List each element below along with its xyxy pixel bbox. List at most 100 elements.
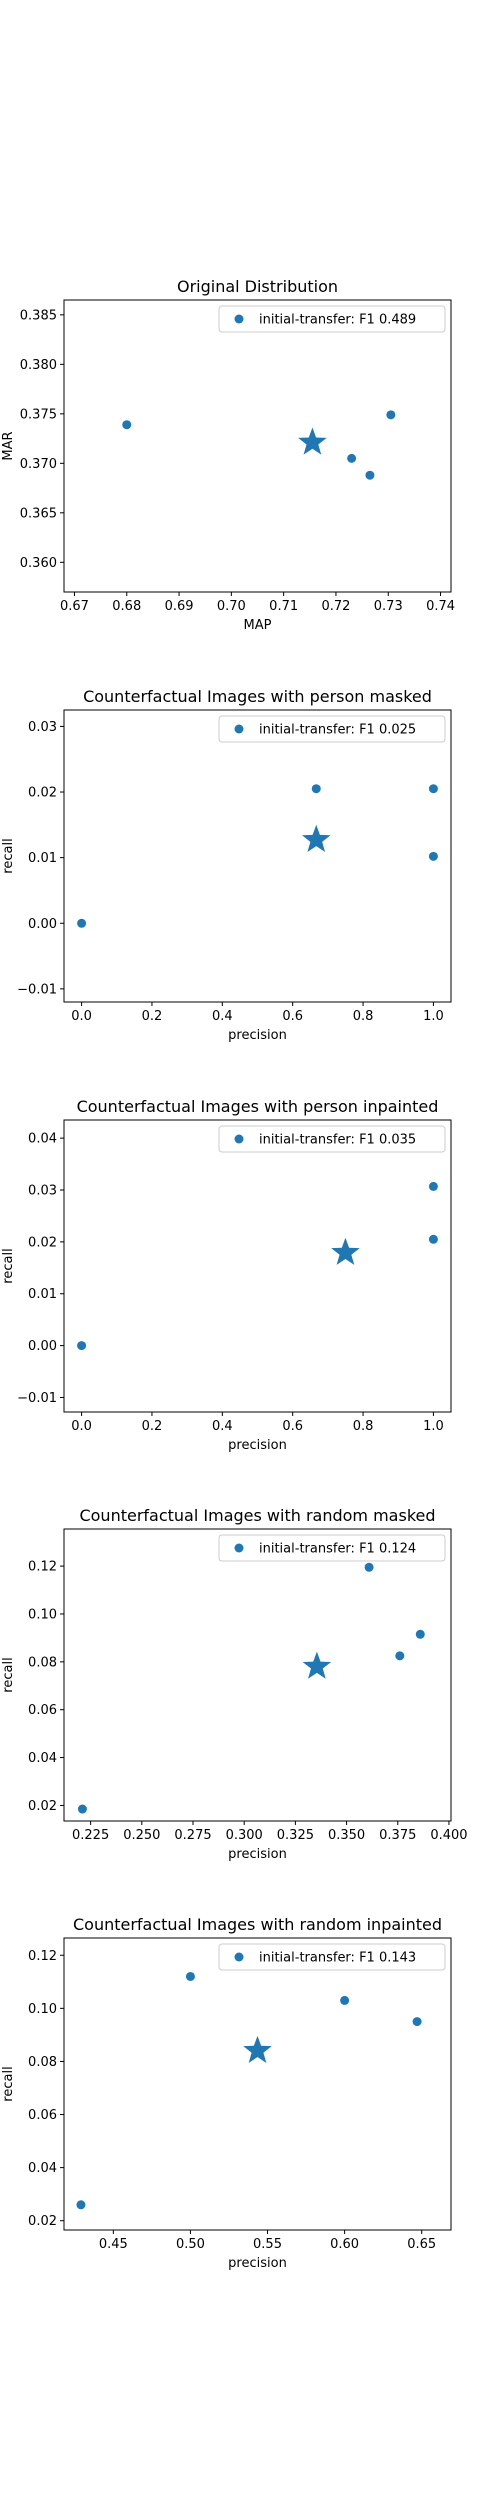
x-tick-label: 0.250 (123, 1828, 160, 1843)
y-axis-label: recall (1, 1248, 16, 1283)
legend: initial-transfer: F1 0.035 (218, 1125, 446, 1153)
x-tick-label: 0.350 (328, 1828, 365, 1843)
legend-marker (234, 724, 244, 734)
data-point (412, 2017, 422, 2027)
legend-label: initial-transfer: F1 0.124 (259, 1542, 416, 1557)
legend-marker (234, 314, 244, 324)
x-tick-label: 0.69 (165, 599, 194, 614)
legend-marker (234, 1952, 244, 1962)
legend: initial-transfer: F1 0.143 (218, 1943, 446, 1971)
data-point (365, 470, 375, 480)
x-tick-label: 1.0 (423, 1419, 444, 1434)
star-marker (301, 824, 331, 853)
data-point (415, 1629, 425, 1639)
data-point (428, 1181, 438, 1191)
y-tick-label: 0.00 (28, 917, 57, 932)
data-point (122, 420, 132, 430)
data-point (77, 918, 87, 928)
legend-box (218, 715, 446, 743)
x-tick-label: 0.275 (174, 1828, 211, 1843)
y-tick-label: 0.375 (20, 407, 57, 422)
y-tick-label: 0.01 (28, 851, 57, 866)
y-tick-label: 0.02 (28, 1235, 57, 1250)
y-tick-label: 0.08 (28, 1655, 57, 1670)
chart-title: Counterfactual Images with random masked (79, 1506, 435, 1525)
y-tick-label: −0.01 (17, 982, 57, 997)
y-tick-label: 0.02 (28, 2214, 57, 2229)
data-point (364, 1562, 374, 1572)
x-tick-label: 0.0 (71, 1419, 92, 1434)
x-tick-label: 0.70 (217, 599, 246, 614)
data-point (311, 784, 321, 794)
y-tick-label: 0.385 (20, 308, 57, 323)
y-axis-label: recall (1, 838, 16, 873)
x-tick-label: 0.50 (176, 2237, 205, 2252)
data-point (428, 851, 438, 861)
axes-frame (63, 1119, 452, 1413)
legend-box (218, 1125, 446, 1153)
y-tick-label: 0.12 (28, 1560, 57, 1575)
x-tick-label: 0.60 (330, 2237, 359, 2252)
legend-marker (234, 1543, 244, 1553)
y-tick-label: 0.01 (28, 1287, 57, 1302)
y-tick-label: 0.10 (28, 2002, 57, 2017)
x-tick-label: 0.2 (142, 1419, 163, 1434)
x-tick-label: 0.68 (112, 599, 141, 614)
y-tick-label: 0.06 (28, 2108, 57, 2123)
y-tick-label: 0.02 (28, 1799, 57, 1814)
legend-label: initial-transfer: F1 0.489 (259, 313, 416, 328)
x-tick-label: 0.400 (430, 1828, 467, 1843)
y-tick-label: 0.380 (20, 358, 57, 373)
legend-box (218, 1943, 446, 1971)
x-tick-label: 0.73 (374, 599, 403, 614)
scatter-panel-2: Counterfactual Images with person masked… (1, 687, 452, 1043)
data-point (340, 1995, 350, 2005)
chart-title: Counterfactual Images with random inpain… (73, 1915, 442, 1934)
chart-title: Original Distribution (177, 277, 338, 296)
star-marker (302, 1651, 332, 1679)
x-axis-label: MAP (244, 618, 272, 633)
scatter-panel-3: Counterfactual Images with person inpain… (1, 1097, 452, 1453)
x-tick-label: 0.45 (99, 2237, 128, 2252)
chart-title: Counterfactual Images with person masked (83, 687, 432, 706)
data-point (395, 1651, 405, 1661)
x-tick-label: 0.325 (277, 1828, 314, 1843)
y-tick-label: 0.04 (28, 1751, 57, 1766)
y-axis-label: recall (1, 1657, 16, 1692)
x-tick-label: 0.375 (379, 1828, 416, 1843)
y-axis-label: recall (1, 2066, 16, 2101)
x-tick-label: 0.225 (72, 1828, 109, 1843)
x-axis-label: precision (228, 2256, 287, 2271)
scatter-panel-4: Counterfactual Images with random masked… (1, 1506, 468, 1862)
data-point (347, 453, 357, 463)
y-tick-label: 0.10 (28, 1607, 57, 1622)
legend-label: initial-transfer: F1 0.035 (259, 1133, 416, 1148)
y-tick-label: 0.08 (28, 2055, 57, 2070)
axes-frame (63, 709, 452, 1003)
legend-box (218, 305, 446, 333)
legend-marker (234, 1134, 244, 1144)
data-point (77, 1341, 87, 1351)
legend-label: initial-transfer: F1 0.143 (259, 1951, 416, 1966)
x-tick-label: 0.8 (353, 1419, 374, 1434)
x-tick-label: 0.4 (212, 1009, 233, 1024)
x-tick-label: 1.0 (423, 1009, 444, 1024)
scatter-panel-1: Original Distribution 0.67 0.68 0.69 0.70 0.7… (1, 277, 455, 633)
y-tick-label: 0.370 (20, 457, 57, 472)
x-tick-label: 0.65 (407, 2237, 436, 2252)
y-axis-label: MAR (1, 431, 16, 460)
axes-frame (63, 1528, 452, 1822)
star-marker (243, 2035, 272, 2063)
chart-title: Counterfactual Images with person inpain… (77, 1097, 439, 1116)
data-point (428, 784, 438, 794)
data-point (185, 1971, 195, 1981)
data-point (386, 410, 396, 420)
x-tick-label: 0.6 (282, 1419, 303, 1434)
x-tick-label: 0.72 (321, 599, 350, 614)
x-tick-label: 0.4 (212, 1419, 233, 1434)
x-tick-label: 0.67 (60, 599, 89, 614)
x-axis-label: precision (228, 1438, 287, 1453)
data-point (77, 1804, 87, 1814)
y-tick-label: −0.01 (17, 1391, 57, 1406)
